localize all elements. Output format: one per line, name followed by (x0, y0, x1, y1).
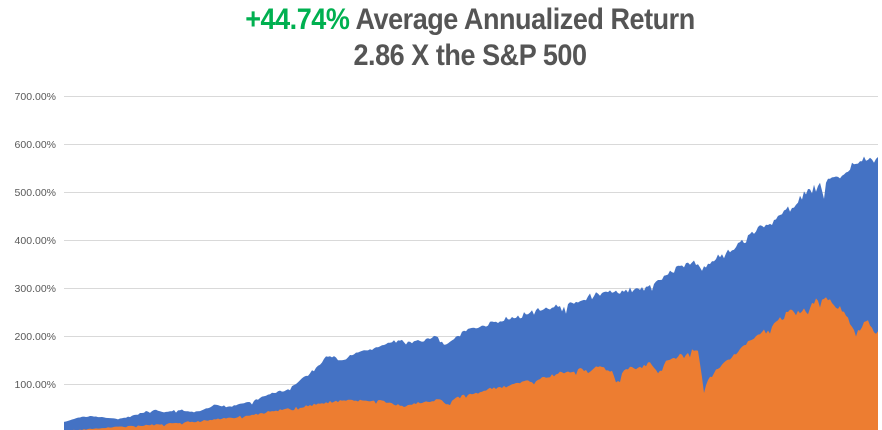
y-axis-tick-label: 600.00% (15, 139, 56, 151)
y-axis-tick-label: 400.00% (15, 235, 56, 247)
chart-title: +44.74% Average Annualized Return 2.86 X… (99, 2, 841, 74)
y-axis-tick-label: 500.00% (15, 187, 56, 199)
y-axis-tick-label: 100.00% (15, 379, 56, 391)
series-area-orange (65, 297, 878, 430)
chart-title-line2: 2.86 X the S&P 500 (353, 39, 587, 72)
y-axis-tick-label: 200.00% (15, 331, 56, 343)
y-axis-tick-label: 300.00% (15, 283, 56, 295)
chart-title-line1: +44.74% Average Annualized Return (99, 2, 841, 38)
return-value-highlight: +44.74% (245, 3, 350, 36)
y-axis-tick-label: 700.00% (15, 91, 56, 103)
title-line1-text: Average Annualized Return (349, 3, 695, 36)
y-axis-labels: 700.00% 600.00% 500.00% 400.00% 300.00% 200.0… (15, 91, 56, 391)
